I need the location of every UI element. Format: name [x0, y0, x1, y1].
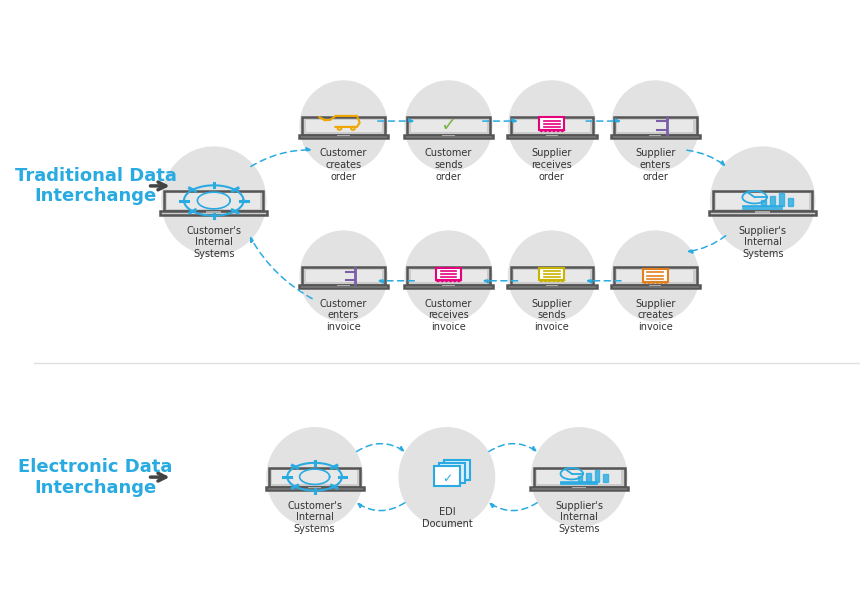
Text: Customer
sends
order: Customer sends order	[425, 148, 472, 182]
Ellipse shape	[161, 147, 266, 255]
FancyBboxPatch shape	[266, 487, 363, 490]
FancyBboxPatch shape	[306, 119, 381, 132]
Text: Supplier
sends
invoice: Supplier sends invoice	[532, 299, 572, 331]
FancyBboxPatch shape	[716, 193, 809, 209]
FancyBboxPatch shape	[161, 211, 268, 215]
FancyBboxPatch shape	[511, 117, 593, 135]
FancyBboxPatch shape	[443, 135, 455, 136]
FancyBboxPatch shape	[404, 285, 493, 288]
FancyBboxPatch shape	[770, 196, 775, 206]
FancyBboxPatch shape	[299, 285, 388, 288]
FancyBboxPatch shape	[530, 487, 628, 490]
FancyBboxPatch shape	[610, 285, 700, 288]
FancyBboxPatch shape	[438, 464, 465, 483]
FancyBboxPatch shape	[649, 285, 661, 286]
FancyBboxPatch shape	[649, 135, 661, 136]
FancyBboxPatch shape	[269, 468, 360, 487]
Ellipse shape	[612, 231, 699, 321]
FancyBboxPatch shape	[545, 285, 558, 286]
FancyBboxPatch shape	[572, 487, 586, 488]
FancyBboxPatch shape	[407, 117, 490, 135]
FancyBboxPatch shape	[513, 119, 590, 132]
FancyBboxPatch shape	[411, 270, 487, 282]
FancyBboxPatch shape	[545, 135, 558, 136]
FancyBboxPatch shape	[433, 467, 460, 486]
Text: EDI
Document: EDI Document	[421, 507, 472, 529]
FancyBboxPatch shape	[586, 473, 590, 482]
Ellipse shape	[405, 231, 492, 321]
FancyBboxPatch shape	[617, 270, 693, 282]
FancyBboxPatch shape	[302, 267, 385, 285]
Text: ✓: ✓	[440, 116, 457, 135]
FancyBboxPatch shape	[617, 119, 693, 132]
Ellipse shape	[300, 81, 387, 171]
FancyBboxPatch shape	[511, 267, 593, 285]
Ellipse shape	[532, 428, 627, 527]
FancyBboxPatch shape	[206, 211, 221, 213]
FancyBboxPatch shape	[779, 193, 784, 206]
FancyBboxPatch shape	[411, 119, 487, 132]
Text: ✓: ✓	[442, 471, 452, 485]
Ellipse shape	[612, 81, 699, 171]
FancyBboxPatch shape	[614, 267, 696, 285]
Ellipse shape	[508, 231, 595, 321]
Text: Electronic Data
Interchange: Electronic Data Interchange	[18, 458, 173, 496]
FancyBboxPatch shape	[167, 193, 260, 209]
Text: Customer's
Internal
Systems: Customer's Internal Systems	[186, 226, 242, 259]
Text: Customer's
Internal
Systems: Customer's Internal Systems	[287, 501, 342, 534]
FancyBboxPatch shape	[709, 211, 816, 215]
FancyBboxPatch shape	[539, 118, 564, 130]
FancyBboxPatch shape	[337, 285, 350, 286]
Ellipse shape	[300, 231, 387, 321]
FancyBboxPatch shape	[713, 190, 812, 211]
FancyBboxPatch shape	[513, 270, 590, 282]
FancyBboxPatch shape	[507, 135, 596, 138]
FancyBboxPatch shape	[443, 285, 455, 286]
FancyBboxPatch shape	[761, 200, 765, 206]
Text: Supplier
receives
order: Supplier receives order	[532, 148, 572, 182]
Text: Supplier's
Internal
Systems: Supplier's Internal Systems	[739, 226, 787, 259]
FancyBboxPatch shape	[755, 211, 770, 213]
FancyBboxPatch shape	[404, 135, 493, 138]
FancyBboxPatch shape	[533, 468, 625, 487]
Ellipse shape	[400, 428, 494, 527]
FancyBboxPatch shape	[308, 487, 321, 488]
FancyBboxPatch shape	[444, 461, 470, 480]
Text: Supplier
enters
order: Supplier enters order	[635, 148, 676, 182]
Text: Customer
enters
invoice: Customer enters invoice	[320, 299, 368, 331]
FancyBboxPatch shape	[788, 198, 793, 206]
Text: Traditional Data
Interchange: Traditional Data Interchange	[15, 167, 177, 205]
FancyBboxPatch shape	[164, 190, 263, 211]
FancyBboxPatch shape	[603, 474, 608, 482]
FancyBboxPatch shape	[302, 117, 385, 135]
FancyBboxPatch shape	[577, 476, 583, 482]
Ellipse shape	[508, 81, 595, 171]
FancyBboxPatch shape	[614, 117, 696, 135]
FancyBboxPatch shape	[273, 470, 356, 484]
FancyBboxPatch shape	[537, 470, 621, 484]
FancyBboxPatch shape	[643, 269, 668, 282]
FancyBboxPatch shape	[299, 135, 388, 138]
Text: Customer
creates
order: Customer creates order	[320, 148, 368, 182]
FancyBboxPatch shape	[610, 135, 700, 138]
Ellipse shape	[710, 147, 815, 255]
FancyBboxPatch shape	[436, 267, 461, 281]
FancyBboxPatch shape	[539, 267, 564, 281]
Text: Supplier
creates
invoice: Supplier creates invoice	[635, 299, 676, 331]
Ellipse shape	[267, 428, 362, 527]
Text: Customer
receives
invoice: Customer receives invoice	[425, 299, 472, 331]
FancyBboxPatch shape	[306, 270, 381, 282]
FancyBboxPatch shape	[337, 135, 350, 136]
Text: Supplier's
Internal
Systems: Supplier's Internal Systems	[555, 501, 603, 534]
Ellipse shape	[405, 81, 492, 171]
FancyBboxPatch shape	[407, 267, 490, 285]
FancyBboxPatch shape	[595, 470, 599, 482]
FancyBboxPatch shape	[507, 285, 596, 288]
